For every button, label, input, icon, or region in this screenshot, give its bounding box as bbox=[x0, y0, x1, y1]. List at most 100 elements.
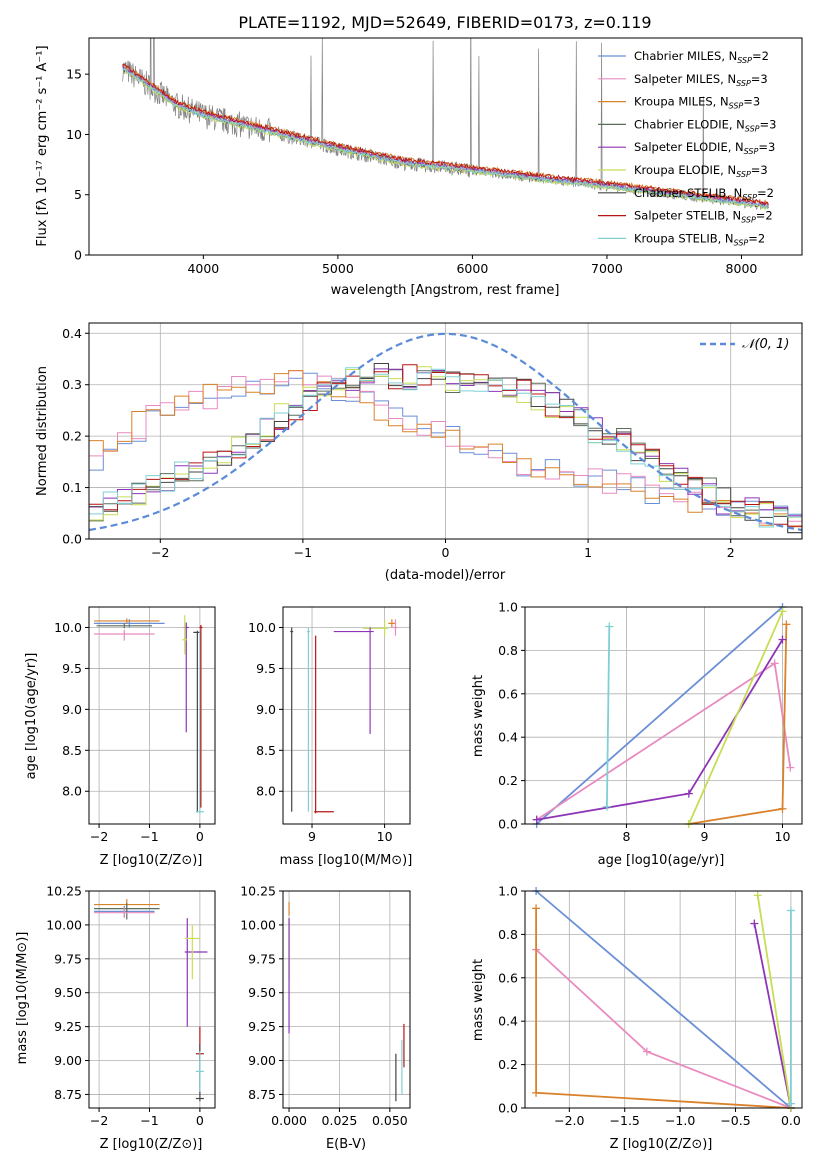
mass-weight-line bbox=[536, 661, 792, 821]
legend-subscript: SSP bbox=[737, 56, 752, 65]
y-tick-label: 9.0 bbox=[62, 702, 82, 717]
y-tick-label: 0.2 bbox=[498, 773, 518, 788]
y-tick-label: 8.75 bbox=[248, 1087, 276, 1102]
legend-label: Chabrier MILES, NSSP=2 bbox=[634, 49, 769, 65]
x-tick-label: 10 bbox=[377, 829, 393, 844]
x-tick-label: −1 bbox=[140, 1113, 158, 1128]
spectrum-axes-frame bbox=[88, 37, 803, 256]
residual-histogram bbox=[89, 367, 802, 528]
legend-subscript: SSP bbox=[736, 170, 751, 179]
normal-legend-label: 𝒩(0, 1) bbox=[742, 337, 789, 352]
legend-value: =2 bbox=[752, 49, 769, 63]
mass-weight-line bbox=[536, 639, 784, 821]
legend-value: =3 bbox=[758, 140, 775, 154]
legend-subscript: SSP bbox=[734, 238, 749, 247]
y-tick-label: 0.6 bbox=[498, 686, 518, 701]
x-tick-label: 4000 bbox=[187, 261, 219, 276]
plot-marks bbox=[94, 615, 204, 814]
legend-label: Salpeter STELIB, NSSP=2 bbox=[634, 209, 773, 225]
legend-label: Kroupa ELODIE, NSSP=3 bbox=[634, 163, 768, 179]
x-tick-label: 6000 bbox=[456, 261, 488, 276]
y-tick-label: 0.0 bbox=[498, 817, 518, 832]
legend-value: =3 bbox=[751, 163, 768, 177]
model-spectrum-line bbox=[122, 68, 769, 210]
y-tick-label: 9.75 bbox=[248, 951, 276, 966]
mass-weight-line bbox=[535, 908, 791, 1109]
y-tick-label: 9.0 bbox=[256, 702, 276, 717]
x-tick-label: 10 bbox=[775, 829, 791, 844]
legend-value: =2 bbox=[757, 186, 774, 200]
y-tick-label: 9.5 bbox=[256, 661, 276, 676]
residuals-ylabel: Normed distribution bbox=[35, 366, 50, 496]
x-tick-label: 0 bbox=[196, 1113, 204, 1128]
x-tick-label: −1 bbox=[140, 829, 158, 844]
y-tick-label: 8.75 bbox=[54, 1087, 82, 1102]
age-vs-metallicity-xlabel: Z [log10(Z/Z⊙)] bbox=[100, 853, 203, 868]
y-tick-label: 0.4 bbox=[498, 730, 518, 745]
x-tick-label: 0.000 bbox=[271, 1113, 307, 1128]
y-tick-label: 9.25 bbox=[54, 1019, 82, 1034]
axes-frame bbox=[282, 606, 411, 825]
y-tick-label: 0.8 bbox=[498, 643, 518, 658]
x-tick-label: −2 bbox=[90, 1113, 108, 1128]
plot-marks bbox=[532, 603, 795, 828]
legend-subscript: SSP bbox=[745, 124, 760, 133]
y-tick-label: 0 bbox=[74, 248, 82, 263]
y-tick-label: 0.4 bbox=[498, 1014, 518, 1029]
y-tick-label: 9.00 bbox=[54, 1053, 82, 1068]
spectrum-panel: wavelength [Angstrom, rest frame] Flux [… bbox=[35, 37, 803, 298]
residuals-ticks: −2 −1 0 1 2 0.0 0.1 0.2 0.3 0.4 bbox=[62, 326, 735, 560]
x-tick-label: 0.050 bbox=[372, 1113, 408, 1128]
y-tick-label: 0.4 bbox=[62, 326, 82, 341]
x-tick-label: 0 bbox=[442, 545, 450, 560]
legend-value: =3 bbox=[760, 117, 777, 131]
y-tick-label: 0.2 bbox=[498, 1057, 518, 1072]
x-tick-label: 7000 bbox=[591, 261, 623, 276]
residuals-panel: (data-model)/error Normed distribution −… bbox=[35, 322, 803, 583]
grid-lines bbox=[283, 607, 410, 824]
grid-lines bbox=[283, 890, 410, 1108]
mass-weight-line bbox=[606, 626, 611, 807]
spectrum-legend: Chabrier MILES, NSSP=2 Salpeter MILES, NS… bbox=[598, 49, 776, 247]
x-tick-label: 0.0 bbox=[781, 1113, 801, 1128]
weight-vs-metallicity-ylabel: mass weight bbox=[471, 959, 486, 1041]
mass-vs-ebv-panel: 0.000 0.025 0.050 8.75 9.00 9.25 9.50 9.75 10.00… bbox=[240, 884, 411, 1128]
y-tick-label: 9.75 bbox=[54, 951, 82, 966]
x-tick-label: 8 bbox=[622, 829, 630, 844]
grid-lines bbox=[89, 890, 215, 1108]
y-tick-label: 8.0 bbox=[62, 784, 82, 799]
y-tick-label: 10 bbox=[66, 127, 82, 142]
residuals-legend: 𝒩(0, 1) bbox=[700, 337, 789, 352]
age-vs-mass-panel: 9 10 8.0 8.5 9.0 9.5 10.0 bbox=[248, 606, 411, 844]
axes-frame bbox=[88, 606, 216, 825]
mass-vs-metallicity-xlabel: Z [log10(Z/Z⊙)] bbox=[100, 1137, 203, 1152]
axes-frame bbox=[88, 890, 216, 1109]
y-tick-label: 10.0 bbox=[248, 620, 276, 635]
legend-subscript: SSP bbox=[742, 193, 757, 202]
plot-marks bbox=[532, 887, 795, 1112]
y-tick-label: 9.25 bbox=[248, 1019, 276, 1034]
axes-frame bbox=[524, 606, 803, 825]
plot-marks bbox=[290, 619, 398, 814]
legend-label: Kroupa STELIB, NSSP=2 bbox=[634, 231, 765, 247]
grid-lines bbox=[525, 606, 802, 825]
y-tick-label: 9.50 bbox=[248, 985, 276, 1000]
legend-label: Chabrier STELIB, NSSP=2 bbox=[634, 186, 774, 202]
grid-lines bbox=[89, 607, 215, 824]
x-tick-label: −1.0 bbox=[665, 1113, 695, 1128]
axes-frame bbox=[282, 890, 411, 1109]
spectrum-ticks: 4000 5000 6000 7000 8000 0 5 10 15 bbox=[66, 67, 757, 276]
mass-weight-line bbox=[535, 890, 792, 1109]
normal-distribution-curve bbox=[89, 332, 802, 532]
y-tick-label: 1.0 bbox=[498, 600, 518, 615]
mass-vs-metallicity-ylabel: mass [log10(M/M⊙)] bbox=[15, 932, 30, 1065]
model-spectrum-line bbox=[122, 64, 769, 206]
x-tick-label: −1.5 bbox=[610, 1113, 640, 1128]
age-vs-metallicity-ylabel: age [log10(age/yr)] bbox=[24, 653, 39, 780]
weight-vs-age-panel: 8 9 10 0.0 0.2 0.4 0.6 0.8 1.0 bbox=[498, 600, 803, 844]
residual-histogram bbox=[89, 370, 802, 528]
y-tick-label: 9.00 bbox=[248, 1053, 276, 1068]
x-tick-label: 0 bbox=[196, 829, 204, 844]
legend-subscript: SSP bbox=[736, 79, 751, 88]
